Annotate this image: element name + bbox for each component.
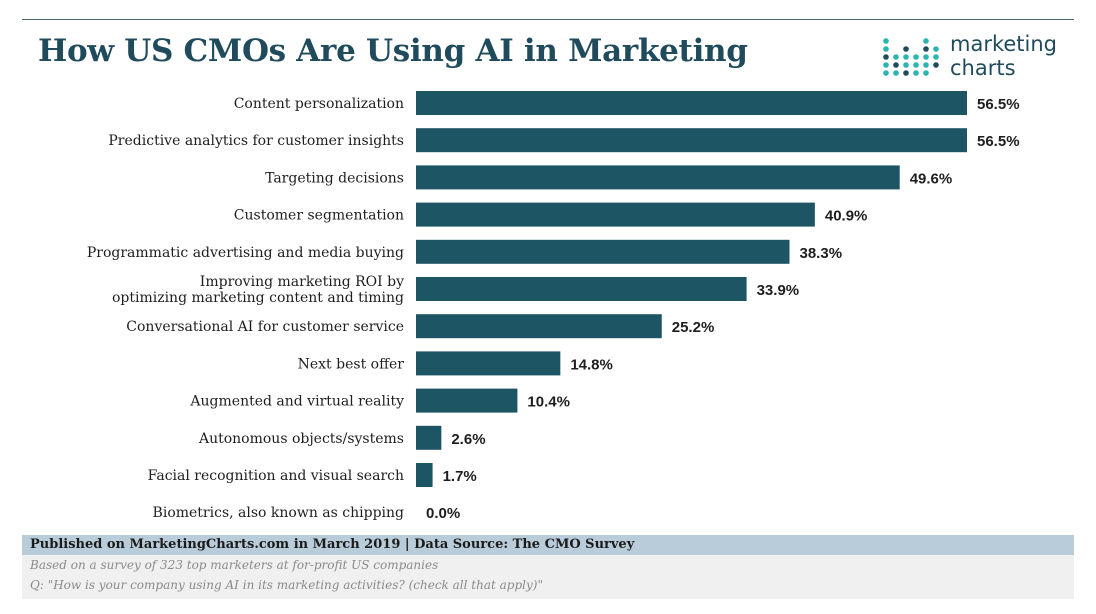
logo-dot (883, 46, 889, 52)
logo-dot (923, 62, 929, 68)
logo-line-2: charts (950, 56, 1016, 80)
value-label: 56.5% (977, 96, 1020, 113)
logo-text: marketing charts (950, 32, 1057, 80)
logo-dot (933, 46, 939, 52)
category-label: Content personalization (234, 96, 404, 112)
bar (416, 128, 967, 153)
footer-published-text: Published on MarketingCharts.com in Marc… (30, 537, 635, 552)
bar (416, 351, 561, 376)
bar (416, 314, 662, 339)
footer-note-question: Q: "How is your company using AI in its … (30, 578, 543, 592)
category-label: Improving marketing ROI by optimizing mar… (112, 274, 404, 306)
logo-dot (913, 54, 919, 60)
bar (416, 91, 967, 115)
value-label: 25.2% (672, 319, 715, 336)
logo-dot (893, 54, 899, 60)
logo-dot (933, 62, 939, 68)
value-label: 56.5% (977, 133, 1020, 150)
bar (416, 425, 442, 450)
top-rule (22, 19, 1074, 20)
logo-dot (923, 46, 929, 52)
value-label: 40.9% (825, 208, 868, 225)
logo-dot (933, 54, 939, 60)
category-label: Customer segmentation (234, 208, 404, 224)
category-label: Predictive analytics for customer insigh… (108, 133, 404, 149)
value-label: 14.8% (570, 356, 613, 373)
value-label: 0.0% (426, 505, 460, 522)
bar (416, 388, 518, 413)
logo-dot (923, 70, 929, 76)
bar (416, 165, 900, 190)
category-label: Autonomous objects/systems (198, 431, 404, 447)
bar (416, 202, 815, 227)
logo-dot (913, 62, 919, 68)
value-label: 2.6% (451, 431, 485, 448)
logo-dot (903, 62, 909, 68)
chart-title: How US CMOs Are Using AI in Marketing (38, 33, 748, 69)
logo-dot (893, 70, 899, 76)
logo-dot (903, 46, 909, 52)
logo-dot (903, 54, 909, 60)
logo-dot (923, 38, 929, 44)
value-label: 49.6% (910, 170, 953, 187)
category-label: Next best offer (298, 356, 405, 372)
footer-note-sample: Based on a survey of 323 top marketers a… (30, 558, 439, 572)
value-label: 1.7% (443, 468, 477, 485)
logo-dots-icon (883, 38, 939, 76)
value-label: 10.4% (527, 394, 570, 411)
marketingcharts-logo: marketing charts (882, 30, 1072, 82)
logo-dot (923, 54, 929, 60)
category-label: Programmatic advertising and media buyin… (87, 245, 404, 261)
logo-dot (893, 62, 899, 68)
category-label: Facial recognition and visual search (148, 468, 404, 484)
logo-dot (883, 62, 889, 68)
bar (416, 277, 747, 301)
bar (416, 239, 790, 264)
logo-line-1: marketing (950, 32, 1057, 56)
logo-dot (883, 38, 889, 44)
category-label: Targeting decisions (265, 170, 404, 186)
logo-dot (903, 70, 909, 76)
logo-dot (913, 70, 919, 76)
footer-notes: Based on a survey of 323 top marketers a… (22, 555, 1074, 599)
value-label: 33.9% (757, 282, 800, 299)
footer-source-band: Published on MarketingCharts.com in Marc… (22, 535, 1074, 555)
logo-dot (883, 54, 889, 60)
category-label: Biometrics, also known as chipping (153, 505, 404, 521)
logo-dot (883, 70, 889, 76)
bar (416, 463, 433, 487)
category-label: Conversational AI for customer service (126, 319, 404, 335)
value-label: 38.3% (800, 245, 843, 262)
category-label: Augmented and virtual reality (189, 394, 404, 410)
